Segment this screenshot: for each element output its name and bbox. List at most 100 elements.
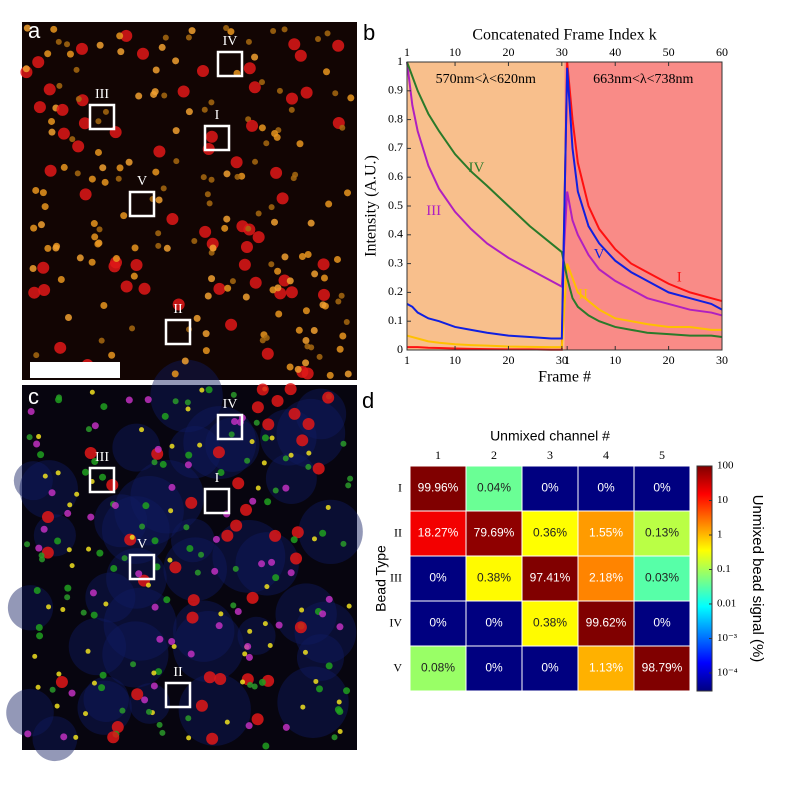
bead [168,508,174,514]
bead [96,549,104,557]
roi-box [203,487,231,515]
cell-label: 1.13% [589,661,623,675]
bead [238,258,251,271]
bead [96,41,104,49]
bead [201,106,208,113]
roi-label: V [137,174,147,189]
bead [44,50,52,58]
roi-box [203,124,231,152]
series-line [406,61,723,339]
heat-cell [409,600,467,647]
roi-label: I [215,108,220,123]
bead [214,673,227,686]
x-tick-label: 30 [716,353,728,367]
panel-label: d [362,388,374,413]
bead [271,129,279,137]
bead [41,546,54,559]
bead [287,569,295,577]
haze [277,666,349,738]
bead [316,353,323,360]
bead [270,28,277,35]
bead [291,526,304,539]
bead [26,434,33,441]
bead [209,244,217,252]
bead [87,513,95,521]
roi-label: II [173,302,183,317]
bead [55,38,62,45]
bead [288,106,295,113]
bead [221,529,234,542]
bead [98,684,106,692]
bead [100,301,108,309]
bead [154,445,162,453]
bead [343,687,351,695]
cell-label: 99.96% [418,481,459,495]
bead [29,265,37,273]
bead [22,65,30,73]
bead [32,56,45,69]
bead [108,351,116,359]
bead [249,497,257,505]
bead [290,552,303,565]
bead [311,536,317,542]
y-tick-label: 0.8 [388,111,403,125]
bead [96,226,103,233]
bead [169,443,175,449]
bead [294,621,307,634]
cell-label: 2.18% [589,571,623,585]
bead [231,418,239,426]
bead [139,427,145,433]
bead [274,267,282,275]
bead [290,536,298,544]
roi-label: I [215,471,220,486]
series-label: II [578,287,588,303]
bead [285,92,298,105]
bead [228,431,235,438]
x-tick-label: 10 [609,353,621,367]
bead [275,621,283,629]
bead [135,92,143,100]
bead [91,233,99,241]
scale-bar [30,362,120,378]
bead [38,283,51,296]
haze [260,409,317,466]
colorbar-tick-label: 100 [717,460,734,472]
bead [116,164,124,172]
bead [37,261,50,274]
bead [130,259,143,272]
bead [251,713,264,726]
heat-cell [577,600,635,647]
bead [223,25,230,32]
bead [242,651,248,657]
bead [46,604,52,610]
bead [124,533,137,546]
bead [152,66,160,74]
bead [184,461,192,469]
bead [159,460,167,468]
cell-label: 0% [653,616,671,630]
bead [325,595,333,603]
cell-label: 0.36% [533,526,567,540]
bead [145,708,152,715]
cell-label: 0.38% [477,571,511,585]
bead [324,30,331,37]
bead [264,498,272,506]
bead [240,503,253,516]
bead [230,602,237,609]
bead [185,496,198,509]
x-tick-label: 1 [564,353,570,367]
bead [88,258,96,266]
bead [110,564,118,572]
bead [141,696,149,704]
haze [170,518,215,563]
bead [325,200,333,208]
haze [296,634,344,682]
bead [177,85,190,98]
bead [276,87,283,94]
bead [300,86,313,99]
bead [288,38,301,51]
cell-label: 79.69% [474,526,515,540]
column-label: 5 [659,448,665,462]
bead [288,407,301,420]
y-tick-label: 0.6 [388,169,403,183]
